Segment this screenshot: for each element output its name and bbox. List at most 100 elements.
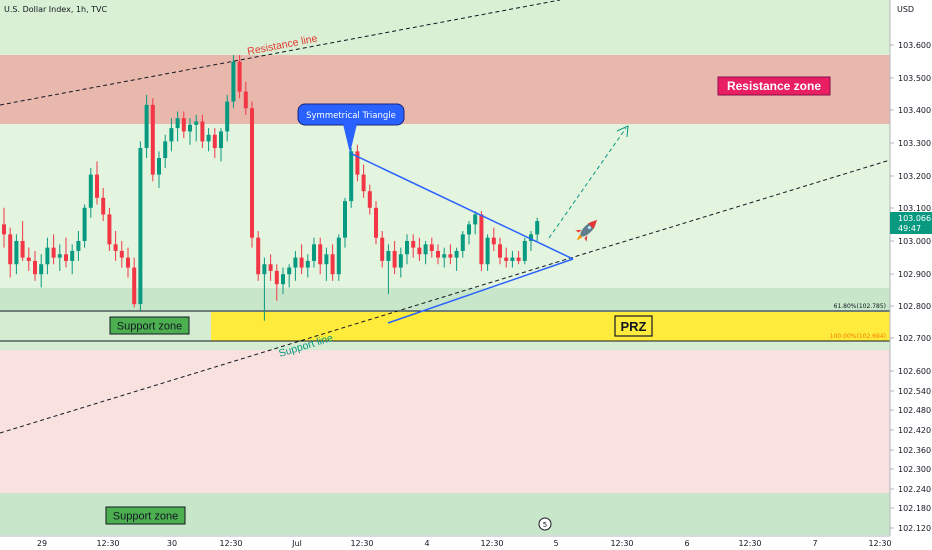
price-axis[interactable] xyxy=(890,0,932,536)
fib-100-label: 100.00%(102.694) xyxy=(830,333,886,340)
candle-body xyxy=(262,264,267,275)
price-tick-label: 103.200 xyxy=(898,172,931,181)
time-axis-ticks: 29 12:30 30 12:30 Jul 12:30 4 12:30 5 12:30 6 12:30… xyxy=(37,539,892,548)
price-tick-label: 103.400 xyxy=(898,106,931,115)
price-tick-label: 102.360 xyxy=(898,446,931,455)
candle-body xyxy=(473,214,478,225)
price-tick-label: 103.600 xyxy=(898,41,931,50)
fib-618-label: 61.80%(102.785) xyxy=(834,303,886,310)
candle-body xyxy=(324,254,329,265)
price-tick-label: 102.800 xyxy=(898,302,931,311)
candle-body xyxy=(417,247,422,255)
candle-body xyxy=(349,151,354,202)
time-tick-label: 30 xyxy=(167,539,177,548)
candle-body xyxy=(293,257,298,268)
support-zone-tag-lower xyxy=(105,506,186,525)
candle-body xyxy=(126,257,130,268)
price-tick-label: 102.600 xyxy=(898,367,931,376)
candle-body xyxy=(76,241,81,251)
candle-body xyxy=(39,264,44,275)
time-tick-label: Jul xyxy=(291,539,302,548)
candle-body xyxy=(45,247,50,265)
candle-body xyxy=(64,254,68,261)
time-tick-label: 12:30 xyxy=(96,539,119,548)
candle-body xyxy=(200,121,205,142)
candle-body xyxy=(516,257,521,261)
candle-body xyxy=(436,250,440,258)
support-zone-below-prz xyxy=(0,341,890,350)
time-tick-label: 6 xyxy=(684,539,689,548)
price-tick-label: 103.000 xyxy=(898,237,931,246)
candle-body xyxy=(88,174,93,208)
currency-label: USD xyxy=(897,5,914,14)
candle-body xyxy=(318,244,323,265)
prz-zone-band xyxy=(211,312,890,341)
candle-body xyxy=(169,128,174,142)
candle-body xyxy=(212,134,217,149)
lower-band xyxy=(0,350,890,493)
candle-body xyxy=(119,250,124,258)
candle-body xyxy=(442,254,447,258)
current-price-value: 103.066 xyxy=(898,214,931,223)
candle-body xyxy=(107,214,112,245)
candle-body xyxy=(299,257,304,268)
candle-body xyxy=(374,207,378,238)
candle-body xyxy=(8,234,13,265)
candle-body xyxy=(57,254,62,258)
candle-body xyxy=(33,260,37,275)
price-tick-label: 103.100 xyxy=(898,204,931,213)
candle-body xyxy=(2,224,6,235)
resistance-zone-tag xyxy=(717,76,831,96)
price-tick-label: 102.120 xyxy=(898,524,931,533)
event-marker[interactable] xyxy=(538,517,552,531)
candle-body xyxy=(231,61,236,102)
support-zone-band xyxy=(0,288,890,312)
rocket-icon xyxy=(575,219,598,242)
current-price-timer: 49:47 xyxy=(898,224,921,233)
projection-arrow-head xyxy=(616,125,629,138)
candle-body xyxy=(392,250,397,268)
candle-body xyxy=(429,244,434,251)
candle-body xyxy=(498,244,502,258)
candle-body xyxy=(330,254,335,275)
candle-body xyxy=(454,250,459,258)
candle-body xyxy=(144,104,149,149)
time-tick-label: 29 xyxy=(37,539,47,548)
candle-body xyxy=(305,260,310,268)
candle-body xyxy=(510,257,515,261)
support-zone-upper-label: Support zone xyxy=(117,321,182,333)
candle-body xyxy=(336,237,341,275)
candle-body xyxy=(150,104,155,175)
support-zone-tag-upper xyxy=(109,316,190,335)
support-trend-line xyxy=(0,159,891,434)
candle-body xyxy=(113,244,118,251)
projection-arrow xyxy=(548,127,627,239)
triangle-lower-line xyxy=(387,258,574,324)
resistance-zone-label: Resistance zone xyxy=(727,79,821,93)
candle-body xyxy=(287,267,292,275)
candle-body xyxy=(163,141,168,158)
candle-body xyxy=(448,254,453,258)
candle-body xyxy=(491,237,496,245)
triangle-upper-line xyxy=(349,152,574,260)
price-axis-ticks: 102.120 102.180 102.240 102.300 102.360 102.4… xyxy=(890,41,931,533)
candle-body xyxy=(529,234,533,241)
candle-body xyxy=(26,257,31,261)
candle-body xyxy=(535,221,540,235)
candle-body xyxy=(237,61,242,92)
price-tick-label: 102.300 xyxy=(898,465,931,474)
candle-body xyxy=(522,241,527,261)
candle-body xyxy=(138,148,143,305)
time-tick-label: 12:30 xyxy=(868,539,891,548)
candle-body xyxy=(101,197,106,215)
candle-body xyxy=(51,247,56,258)
time-axis[interactable] xyxy=(0,536,932,550)
candle-body xyxy=(250,108,254,238)
time-tick-label: 12:30 xyxy=(480,539,503,548)
candle-body xyxy=(14,241,19,265)
triangle-callout-pointer xyxy=(343,124,357,153)
price-tick-label: 102.480 xyxy=(898,406,931,415)
candle-body xyxy=(243,91,248,109)
